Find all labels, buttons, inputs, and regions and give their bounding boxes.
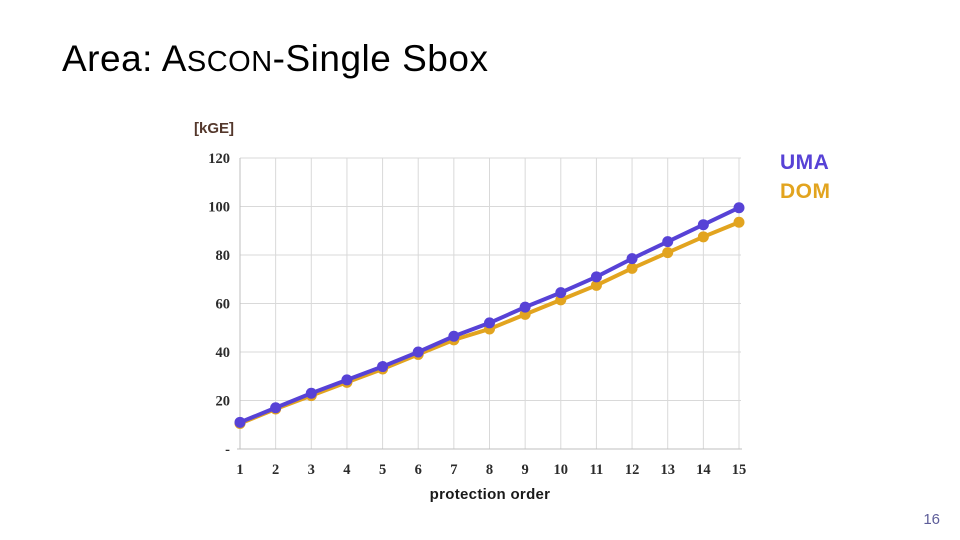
data-point-dom — [662, 247, 674, 259]
x-axis-title: protection order — [429, 486, 551, 503]
title-prefix: Area: — [62, 38, 162, 79]
x-tick-label: 5 — [379, 462, 386, 478]
y-tick-label: 100 — [208, 200, 230, 216]
data-point-uma — [270, 402, 282, 414]
data-point-dom — [733, 216, 745, 228]
x-tick-label: 8 — [486, 462, 493, 478]
x-tick-label: 12 — [625, 462, 640, 478]
page-number: 16 — [923, 511, 940, 528]
data-point-uma — [448, 330, 460, 342]
data-point-dom — [590, 279, 602, 291]
data-point-uma — [662, 236, 674, 248]
data-point-uma — [697, 219, 709, 231]
x-tick-label: 14 — [696, 462, 711, 478]
data-point-uma — [590, 271, 602, 283]
title-suffix: -Single Sbox — [272, 38, 489, 79]
page-title: Area: ASCON-Single Sbox — [62, 38, 488, 80]
x-tick-label: 4 — [343, 462, 350, 478]
data-point-uma — [305, 387, 317, 399]
y-tick-label: - — [225, 442, 230, 458]
data-point-uma — [341, 374, 353, 386]
y-tick-label: 20 — [216, 394, 231, 410]
data-point-dom — [697, 231, 709, 243]
data-point-uma — [626, 253, 638, 265]
x-tick-label: 2 — [272, 462, 279, 478]
legend-item-dom: DOM — [780, 180, 831, 203]
data-point-uma — [484, 317, 495, 329]
x-tick-label: 7 — [450, 462, 457, 478]
data-point-uma — [412, 346, 424, 358]
x-tick-label: 1 — [236, 462, 243, 478]
x-tick-label: 15 — [732, 462, 747, 478]
data-point-uma — [519, 301, 531, 313]
y-tick-label: 60 — [216, 297, 231, 313]
y-tick-label: 80 — [216, 248, 231, 264]
data-point-dom — [626, 262, 638, 274]
title-ascon-lead: A — [161, 38, 187, 79]
chart-legend: UMA DOM — [780, 148, 831, 206]
x-tick-label: 11 — [590, 462, 604, 478]
x-tick-label: 9 — [522, 462, 529, 478]
data-point-uma — [234, 416, 246, 428]
x-tick-label: 13 — [660, 462, 675, 478]
legend-item-uma: UMA — [780, 151, 830, 174]
x-tick-label: 10 — [554, 462, 569, 478]
y-axis-title: [kGE] — [194, 120, 235, 137]
y-tick-label: 120 — [208, 151, 230, 167]
y-tick-label: 40 — [216, 345, 231, 361]
data-point-uma — [733, 202, 745, 214]
x-tick-label: 3 — [308, 462, 315, 478]
title-ascon-smallcaps: SCON — [186, 46, 273, 78]
data-point-uma — [377, 361, 389, 373]
x-tick-label: 6 — [415, 462, 422, 478]
data-point-uma — [555, 287, 567, 299]
